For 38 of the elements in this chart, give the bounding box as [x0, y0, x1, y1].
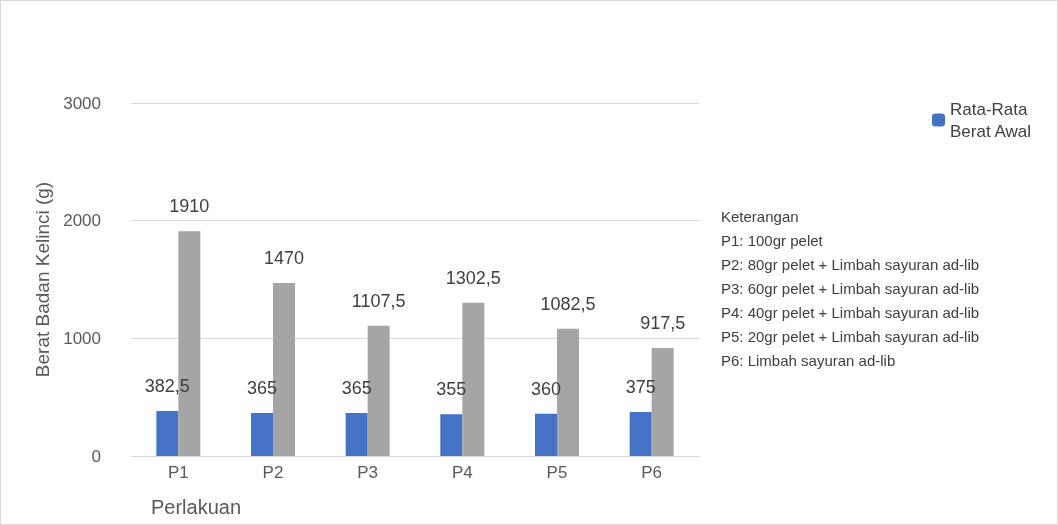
x-tick-label: P6	[641, 463, 663, 482]
text: P4: 40gr pelet + Limbah sayuran ad-lib	[721, 304, 980, 321]
text: P3: 60gr pelet + Limbah sayuran ad-lib	[721, 280, 980, 297]
y-tick-label: 3000	[63, 93, 101, 113]
data-label: 917,5	[640, 313, 686, 334]
x-tick-label: P4	[451, 463, 473, 482]
data-label: 1107,5	[351, 290, 406, 311]
y-tick-label: 1000	[63, 328, 101, 348]
bar	[629, 411, 652, 456]
data-label: 365	[246, 378, 278, 399]
x-tick-label: P5	[546, 463, 568, 482]
text: P1: 100gr pelet	[721, 232, 824, 249]
y-axis-title: Berat Badan Kelinci (g)	[32, 181, 54, 378]
x-axis-title: Perlakuan	[151, 496, 242, 518]
x-tick-label: P2	[262, 463, 284, 482]
text: Keterangan	[721, 208, 799, 225]
data-label: 1910	[169, 196, 210, 217]
data-label: 365	[341, 378, 372, 399]
x-tick-label: P3	[357, 463, 379, 482]
data-label: 355	[436, 379, 467, 400]
data-label: 382,5	[144, 375, 190, 396]
text: P5: 20gr pelet + Limbah sayuran ad-lib	[721, 328, 980, 345]
data-label: 360	[530, 378, 562, 399]
y-tick-label: 0	[91, 446, 101, 466]
text: P2: 80gr pelet + Limbah sayuran ad-lib	[721, 256, 980, 273]
bar	[156, 410, 179, 456]
bar	[251, 413, 273, 456]
bar	[345, 413, 368, 456]
text: P6: Limbah sayuran ad-lib	[721, 352, 896, 369]
legend-label: Rata-Rata Berat Awal	[950, 99, 1033, 141]
y-tick-label: 2000	[63, 211, 101, 231]
data-label: 1302,5	[445, 267, 501, 288]
bar	[440, 414, 463, 456]
bar	[535, 413, 557, 456]
x-tick-label: P1	[167, 463, 189, 482]
data-label: 1082,5	[540, 293, 596, 314]
data-label: 375	[625, 376, 656, 397]
data-label: 1470	[263, 248, 305, 269]
